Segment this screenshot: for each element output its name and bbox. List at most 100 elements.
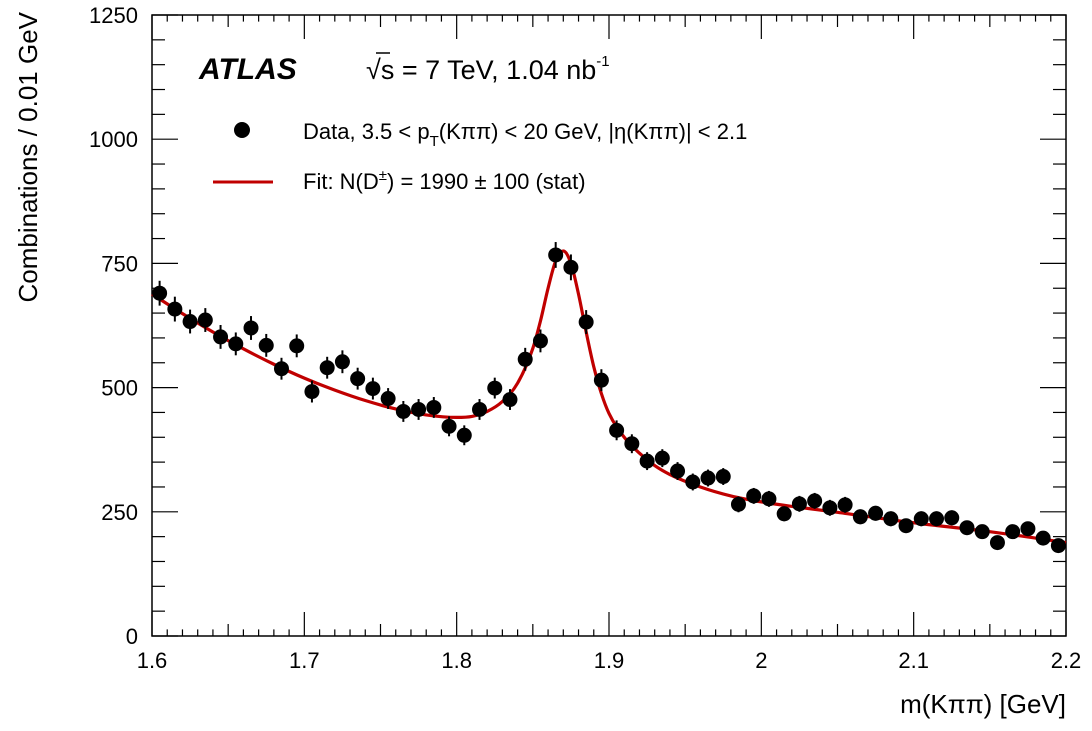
data-marker <box>197 312 213 328</box>
data-point <box>289 334 305 358</box>
data-marker <box>578 314 594 330</box>
data-point <box>395 401 411 422</box>
data-marker <box>167 301 183 317</box>
data-marker <box>898 518 914 534</box>
data-point <box>715 468 731 485</box>
data-marker <box>776 506 792 522</box>
data-marker <box>761 491 777 507</box>
y-axis-title: Combinations / 0.01 GeV <box>13 11 43 302</box>
data-marker <box>1005 524 1021 540</box>
legend-data-label-sub: T <box>430 133 439 150</box>
data-point <box>929 511 945 527</box>
data-point <box>411 399 427 420</box>
data-marker <box>852 509 868 525</box>
data-marker <box>944 510 960 526</box>
data-point <box>852 509 868 525</box>
plot-border <box>151 14 1067 637</box>
data-marker <box>822 500 838 516</box>
data-marker <box>868 505 884 521</box>
data-point <box>365 377 381 400</box>
legend-fit-label: Fit: N(D±) = 1990 ± 100 (stat) <box>303 167 586 194</box>
data-marker <box>441 418 457 434</box>
data-point <box>730 496 746 513</box>
data-point <box>898 518 914 534</box>
data-marker <box>380 391 396 407</box>
data-point <box>593 369 609 392</box>
data-point <box>791 495 807 512</box>
x-tick-label: 1.6 <box>137 648 168 673</box>
data-point <box>746 487 762 504</box>
x-tick-label: 1.7 <box>289 648 320 673</box>
data-marker <box>730 496 746 512</box>
data-marker <box>837 497 853 513</box>
fit-curve <box>151 249 1067 545</box>
data-point <box>456 425 472 446</box>
data-marker <box>517 351 533 367</box>
data-marker <box>365 381 381 397</box>
data-marker <box>289 338 305 354</box>
axis-ticks <box>151 14 1067 637</box>
legend-data-label-a: Data, 3.5 < p <box>303 119 430 144</box>
data-point <box>334 350 350 374</box>
data-point <box>273 357 289 380</box>
data-marker <box>350 371 366 387</box>
data-point <box>1035 530 1051 546</box>
data-point <box>304 380 320 403</box>
data-marker <box>791 496 807 512</box>
data-point <box>152 280 168 306</box>
data-marker <box>182 314 198 330</box>
data-marker <box>959 520 975 536</box>
data-marker <box>913 511 929 527</box>
sqrt-symbol: √ <box>366 55 381 85</box>
data-point <box>944 510 960 526</box>
data-point <box>502 389 518 410</box>
data-point <box>883 511 899 527</box>
data-point <box>487 377 503 399</box>
fit-series <box>151 249 1067 545</box>
y-tick-label: 250 <box>101 500 138 525</box>
sqrt-variable: s <box>381 55 395 85</box>
data-marker <box>700 470 716 486</box>
data-marker <box>929 511 945 527</box>
data-marker <box>426 399 442 415</box>
luminosity-exponent: -1 <box>596 53 609 70</box>
data-marker <box>654 450 670 466</box>
data-point <box>228 332 244 356</box>
x-tick-label: 1.9 <box>594 648 625 673</box>
data-marker <box>1035 530 1051 546</box>
data-marker <box>258 337 274 353</box>
data-marker <box>319 360 335 376</box>
legend-data-label-b: (Kππ) < 20 GeV, |η(Kππ)| < 2.1 <box>439 119 748 144</box>
data-marker <box>456 427 472 443</box>
data-marker <box>685 474 701 490</box>
data-marker <box>243 320 259 336</box>
data-point <box>578 310 594 334</box>
data-point <box>548 242 564 268</box>
data-marker <box>213 329 229 345</box>
data-point <box>837 496 853 513</box>
data-point <box>213 325 229 349</box>
data-point <box>959 520 975 536</box>
legend-data-marker <box>234 122 250 138</box>
data-point <box>167 296 183 322</box>
legend-fit-label-a: Fit: N(D <box>303 169 379 194</box>
data-marker <box>609 422 625 438</box>
data-point <box>319 356 335 379</box>
data-point <box>426 397 442 418</box>
data-point <box>350 367 366 390</box>
data-point <box>822 499 838 516</box>
data-point <box>1020 521 1036 537</box>
data-point <box>700 469 716 487</box>
data-point <box>654 449 670 468</box>
x-axis-title: m(Kππ) [GeV] <box>900 689 1066 719</box>
data-point <box>974 524 990 540</box>
data-marker <box>807 493 823 509</box>
data-marker <box>395 403 411 419</box>
data-point <box>761 490 777 507</box>
data-marker <box>532 333 548 349</box>
data-point <box>563 254 579 281</box>
data-marker <box>639 453 655 469</box>
y-tick-label: 500 <box>101 376 138 401</box>
data-marker <box>334 354 350 370</box>
